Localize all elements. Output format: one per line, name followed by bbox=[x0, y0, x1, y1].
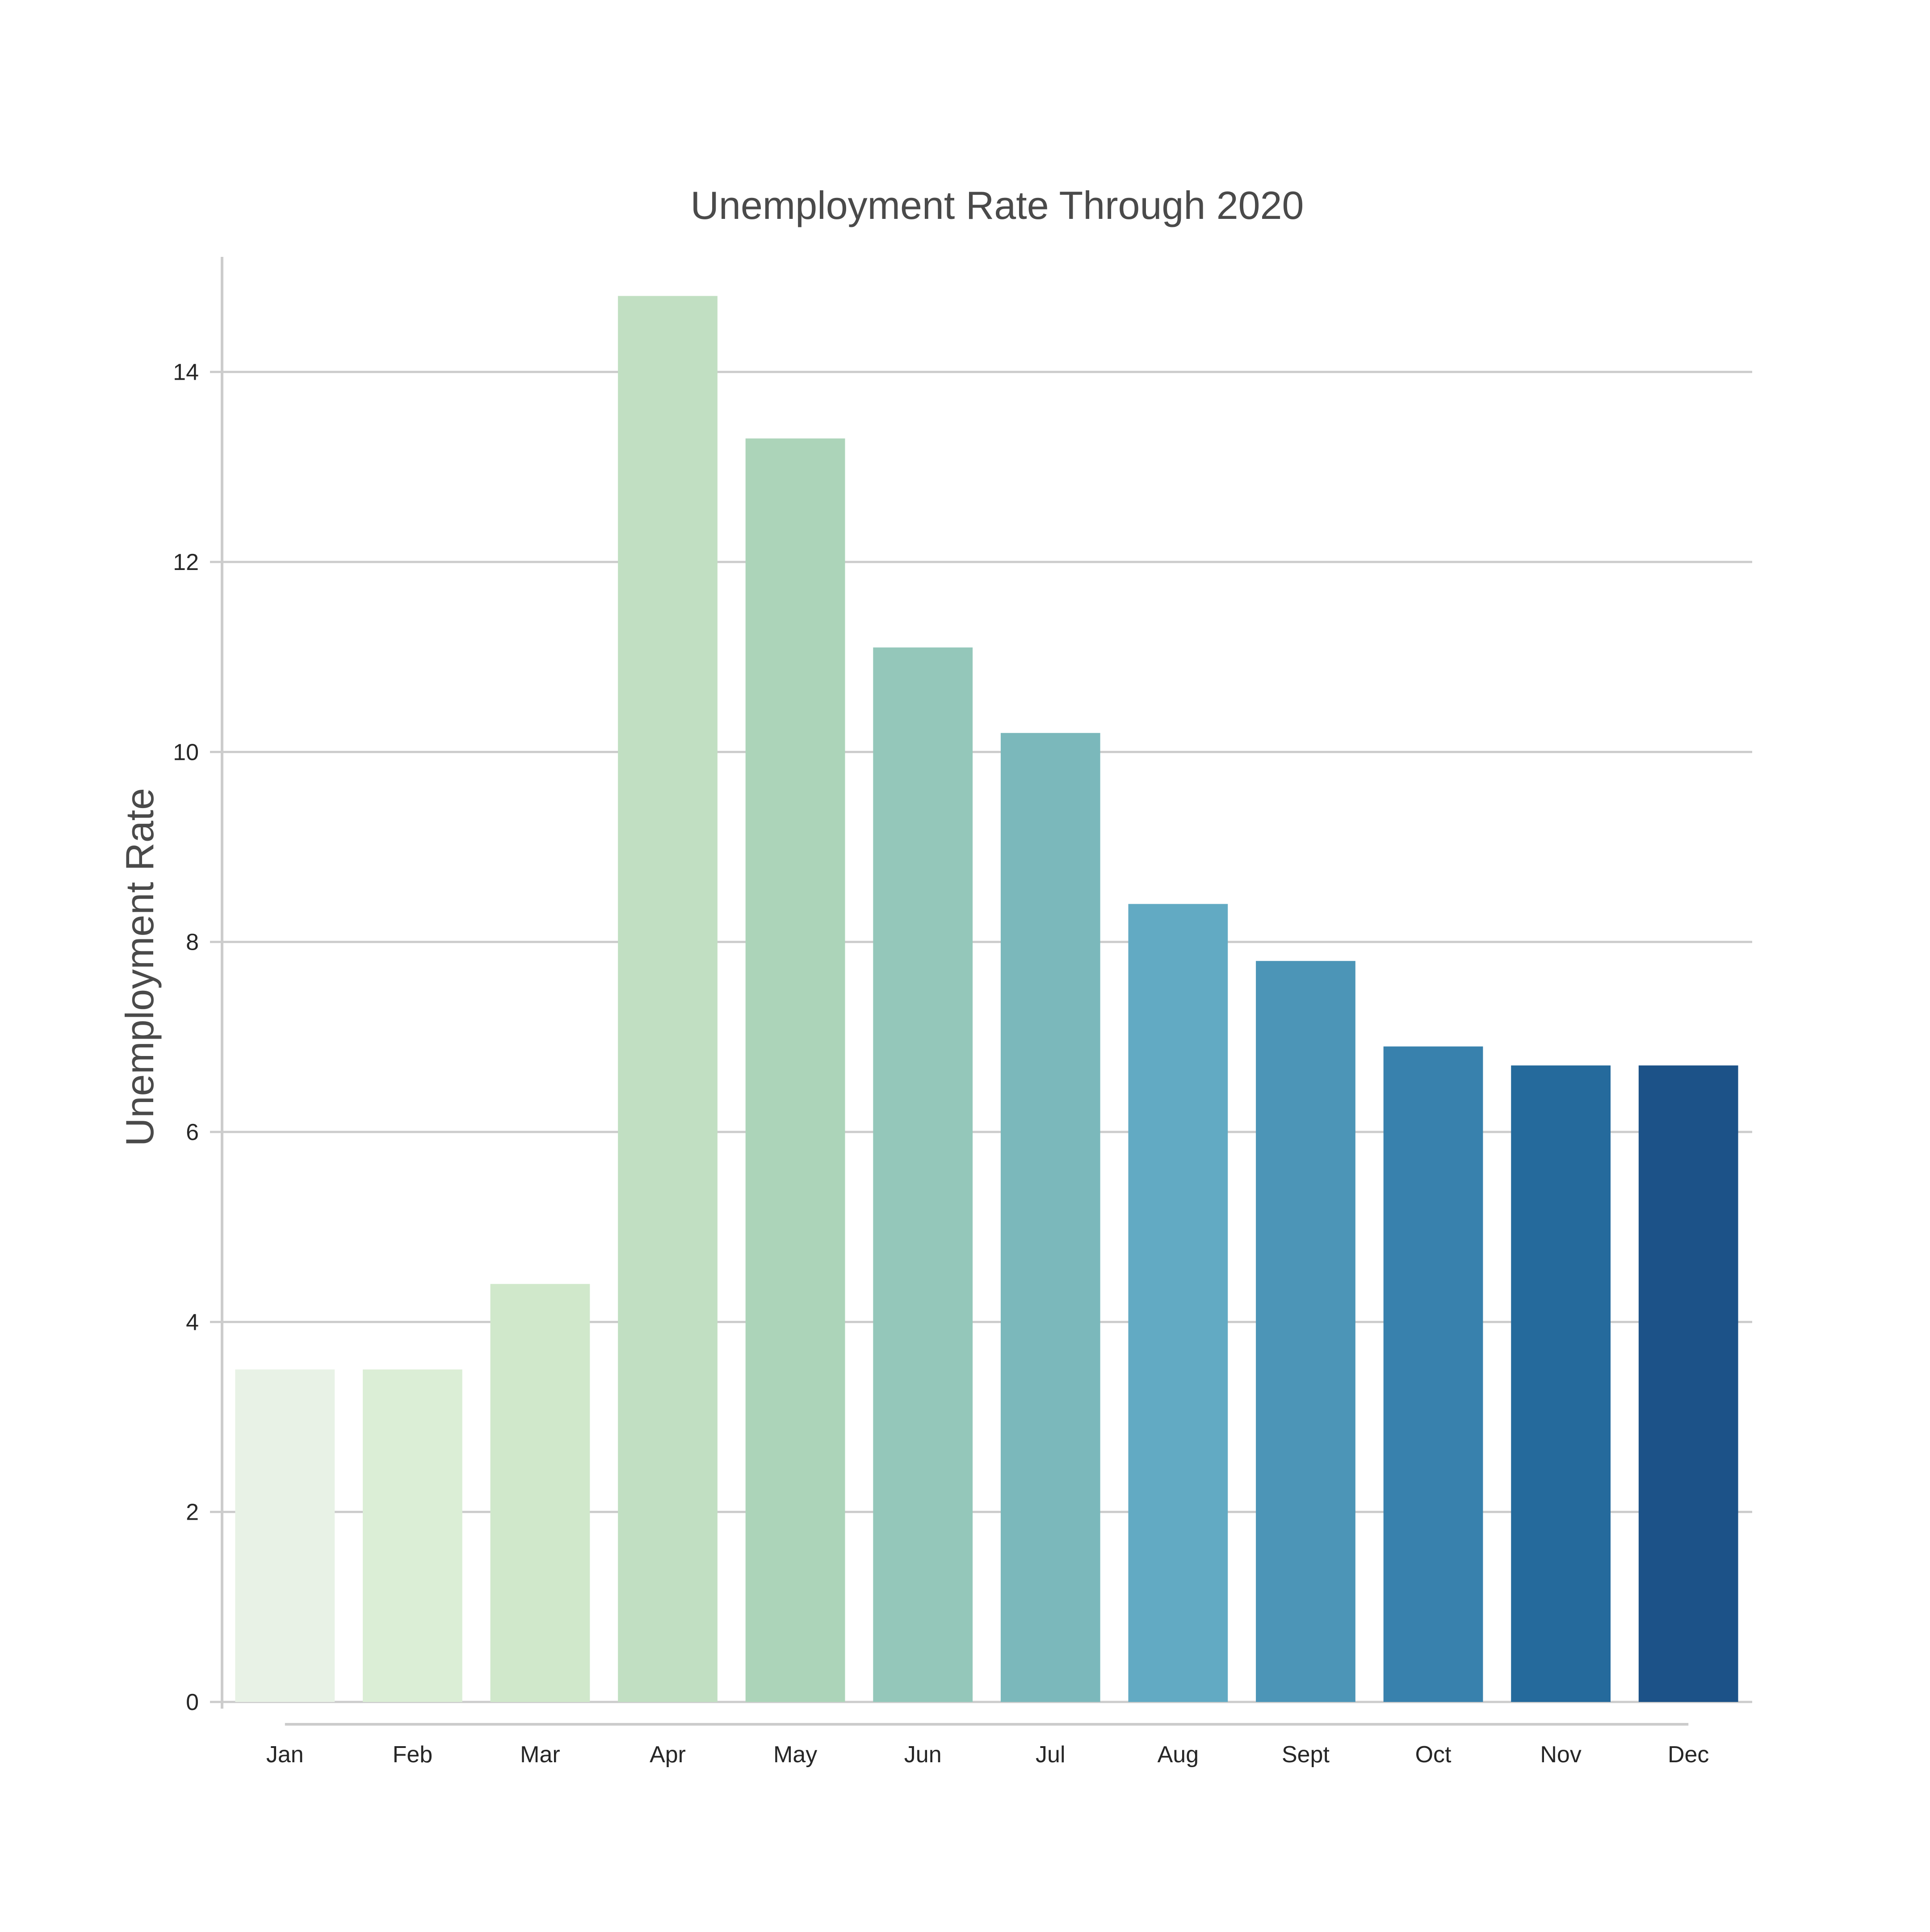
bar-mar bbox=[490, 1284, 590, 1702]
bar-jan bbox=[235, 1369, 335, 1702]
y-tick-label: 12 bbox=[173, 549, 199, 575]
y-tick-label: 10 bbox=[173, 739, 199, 765]
x-tick-label: Mar bbox=[520, 1742, 560, 1768]
bar-feb bbox=[362, 1369, 462, 1702]
axes bbox=[221, 257, 1689, 1726]
bar-oct bbox=[1383, 1046, 1483, 1702]
bar-jul bbox=[1000, 733, 1100, 1702]
bars bbox=[235, 296, 1738, 1702]
y-tick-label: 14 bbox=[173, 360, 199, 386]
x-tick-label: Dec bbox=[1668, 1742, 1709, 1768]
x-tick-label: Nov bbox=[1540, 1742, 1581, 1768]
y-tick-label: 0 bbox=[186, 1689, 199, 1715]
x-tick-label: Sept bbox=[1282, 1742, 1330, 1768]
y-tick-label: 4 bbox=[186, 1309, 199, 1335]
x-tick-labels: Jan Feb Mar Apr May Jun Jul Aug Sept Oct Nov Dec bbox=[266, 1742, 1709, 1768]
bar-sept bbox=[1256, 961, 1355, 1702]
chart-title: Unemployment Rate Through 2020 bbox=[691, 183, 1304, 227]
x-tick-label: Jun bbox=[904, 1742, 942, 1768]
bar-aug bbox=[1128, 904, 1228, 1702]
y-tick-label: 2 bbox=[186, 1500, 199, 1525]
gridlines bbox=[210, 371, 1752, 1703]
x-tick-label: Jul bbox=[1036, 1742, 1065, 1768]
y-tick-label: 6 bbox=[186, 1119, 199, 1145]
x-tick-label: Feb bbox=[393, 1742, 433, 1768]
x-tick-label: May bbox=[773, 1742, 817, 1768]
bar-jun bbox=[873, 647, 973, 1702]
y-tick-label: 8 bbox=[186, 930, 199, 956]
x-tick-label: Apr bbox=[650, 1742, 686, 1768]
bar-nov bbox=[1511, 1065, 1611, 1702]
x-tick-label: Oct bbox=[1415, 1742, 1452, 1768]
y-tick-labels: 0 2 4 6 8 10 12 14 bbox=[173, 360, 199, 1715]
x-tick-label: Jan bbox=[266, 1742, 304, 1768]
bar-may bbox=[745, 438, 845, 1702]
bar-dec bbox=[1638, 1065, 1738, 1702]
x-tick-label: Aug bbox=[1158, 1742, 1199, 1768]
bar-apr bbox=[618, 296, 717, 1702]
y-axis-label: Unemployment Rate bbox=[117, 788, 162, 1146]
